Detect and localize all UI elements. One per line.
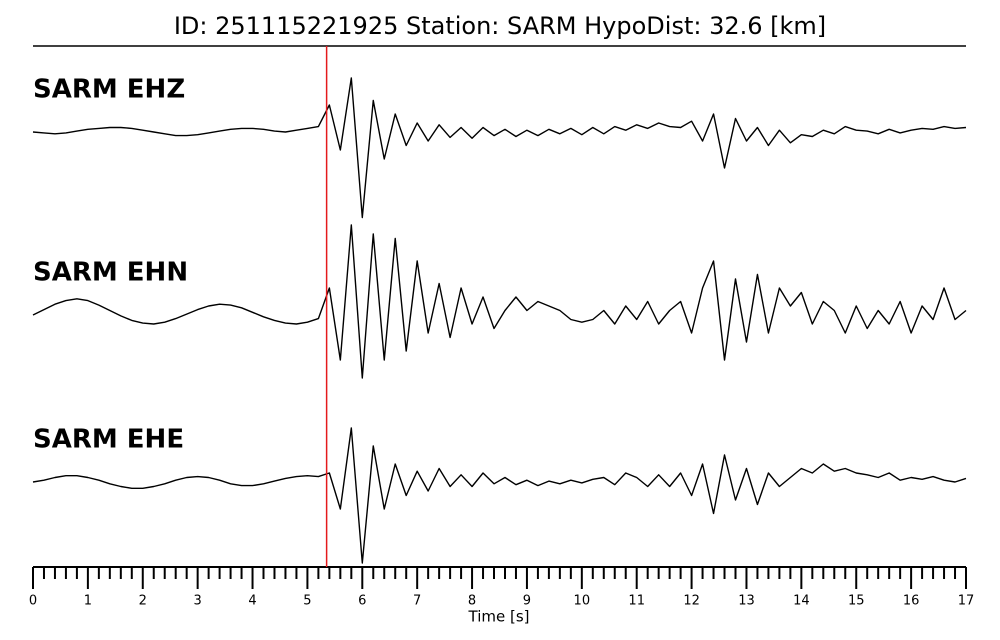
x-tick-label: 5 <box>303 594 311 609</box>
x-tick-label: 7 <box>413 594 421 609</box>
waveform <box>32 427 967 564</box>
x-tick-label: 9 <box>523 594 531 609</box>
trace-label: SARM EHN <box>33 258 188 288</box>
x-axis-label: Time [s] <box>468 608 530 626</box>
x-tick-label: 10 <box>574 594 591 609</box>
x-tick-label: 17 <box>958 594 975 609</box>
x-tick-label: 15 <box>848 594 865 609</box>
x-tick-label: 1 <box>84 594 92 609</box>
x-tick-label: 3 <box>194 594 202 609</box>
x-tick-label: 12 <box>683 594 700 609</box>
x-tick-label: 11 <box>628 594 645 609</box>
x-tick-label: 0 <box>29 594 37 609</box>
x-tick-label: 14 <box>793 594 810 609</box>
waveform <box>32 224 967 379</box>
waveform <box>32 77 967 219</box>
trace-label: SARM EHZ <box>33 75 185 105</box>
trace-label: SARM EHE <box>33 425 184 455</box>
x-tick-label: 2 <box>139 594 147 609</box>
x-tick-label: 16 <box>903 594 920 609</box>
chart-title: ID: 251115221925 Station: SARM HypoDist:… <box>174 12 826 40</box>
x-tick-label: 6 <box>358 594 366 609</box>
x-tick-label: 8 <box>468 594 476 609</box>
x-tick-label: 13 <box>738 594 755 609</box>
x-tick-label: 4 <box>248 594 256 609</box>
